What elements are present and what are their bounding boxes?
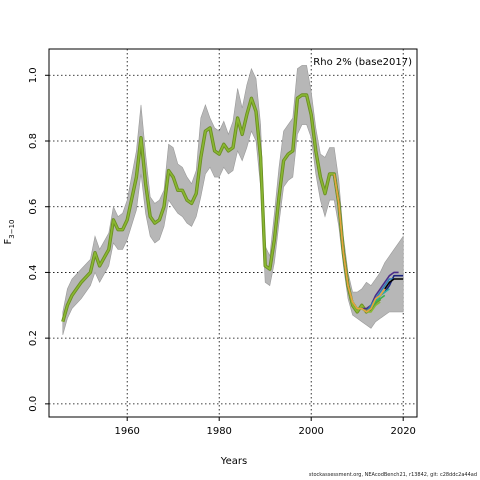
- series-lines: [61, 93, 404, 323]
- y-axis-title-main: F: [3, 239, 14, 245]
- footer-credit: stockassessment.org, NEAcodBench21, r138…: [308, 472, 477, 478]
- y-tick-label: 0.8: [28, 133, 39, 149]
- x-tick-label: 2020: [390, 426, 415, 437]
- confidence-band: [62, 65, 404, 335]
- y-tick-label: 0.4: [28, 264, 39, 280]
- x-tick-label: 1980: [206, 426, 231, 437]
- y-tick-label: 0.6: [28, 199, 39, 215]
- grid-lines: [49, 49, 417, 417]
- series-line-final: [384, 278, 404, 290]
- y-tick-label: 0.0: [28, 396, 39, 412]
- y-axis-title: F3−10: [3, 220, 16, 245]
- y-axis: 0.0 0.2 0.4 0.6 0.8 1.0: [28, 67, 49, 412]
- series-line-peel: [333, 173, 386, 313]
- y-tick-label: 1.0: [28, 67, 39, 83]
- x-tick-label: 2000: [298, 426, 323, 437]
- y-axis-title-subscript: 3−10: [8, 220, 16, 239]
- plot-frame: [48, 48, 418, 418]
- chart-title: Rho 2% (base2017): [313, 57, 412, 68]
- y-tick-label: 0.2: [28, 330, 39, 346]
- x-axis-title: Years: [220, 456, 247, 467]
- x-tick-label: 1960: [114, 426, 139, 437]
- series-line-base: [62, 94, 381, 322]
- x-axis: 1960 1980 2000 2020: [114, 417, 416, 437]
